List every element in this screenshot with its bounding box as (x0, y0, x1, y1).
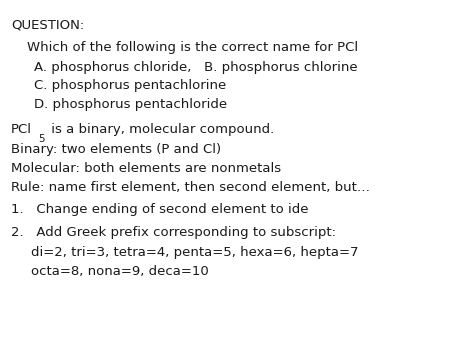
Text: 1.   Change ending of second element to ide: 1. Change ending of second element to id… (11, 203, 309, 216)
Text: C. phosphorus pentachlorine: C. phosphorus pentachlorine (34, 79, 226, 92)
Text: is a binary, molecular compound.: is a binary, molecular compound. (47, 123, 274, 136)
Text: D. phosphorus pentachloride: D. phosphorus pentachloride (34, 98, 227, 111)
Text: 2.   Add Greek prefix corresponding to subscript:: 2. Add Greek prefix corresponding to sub… (11, 226, 336, 239)
Text: Which of the following is the correct name for PCl: Which of the following is the correct na… (27, 41, 358, 53)
Text: di=2, tri=3, tetra=4, penta=5, hexa=6, hepta=7: di=2, tri=3, tetra=4, penta=5, hexa=6, h… (31, 246, 358, 259)
Text: PCl: PCl (11, 123, 32, 136)
Text: Molecular: both elements are nonmetals: Molecular: both elements are nonmetals (11, 162, 281, 175)
Text: A. phosphorus chloride,   B. phosphorus chlorine: A. phosphorus chloride, B. phosphorus ch… (34, 61, 357, 74)
Text: octa=8, nona=9, deca=10: octa=8, nona=9, deca=10 (31, 265, 208, 278)
Text: QUESTION:: QUESTION: (11, 19, 85, 31)
Text: Rule: name first element, then second element, but…: Rule: name first element, then second el… (11, 181, 370, 194)
Text: Binary: two elements (P and Cl): Binary: two elements (P and Cl) (11, 143, 221, 155)
Text: 5: 5 (38, 134, 45, 144)
